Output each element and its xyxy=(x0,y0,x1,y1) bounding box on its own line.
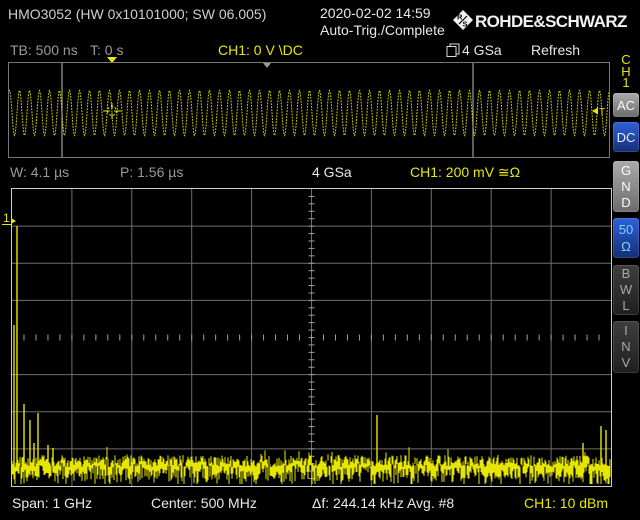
trigger-position-marker-icon xyxy=(107,57,117,63)
sidebar-channel-label: C H 1 xyxy=(621,52,631,90)
zoom-position-label: P: 1.56 µs xyxy=(120,164,184,180)
rs-logo-icon: R S xyxy=(453,10,473,30)
zoom-window-width-label: W: 4.1 µs xyxy=(10,164,70,180)
brand-name: ROHDE&SCHWARZ xyxy=(475,12,627,31)
timebase-label: TB: 500 ns xyxy=(10,42,78,58)
refresh-mode-label: Refresh xyxy=(531,42,581,58)
spectrum-panel xyxy=(11,188,612,487)
impedance-50ohm-button[interactable]: 50 Ω xyxy=(613,218,639,258)
coupling-gnd-button[interactable]: G N D xyxy=(613,161,639,212)
acquisition-status: Auto-Trig./Complete xyxy=(320,22,445,38)
waveform-trace: T xyxy=(9,63,609,157)
channel-level-label: CH1: 10 dBm xyxy=(524,495,609,511)
ref-arrow-icon xyxy=(10,218,16,224)
svg-text:T: T xyxy=(599,107,605,118)
record-center-marker-icon xyxy=(263,63,271,68)
center-frequency-label: Center: 500 MHz xyxy=(151,495,257,511)
rbw-average-label: Δf: 244.14 kHz Avg. #8 xyxy=(312,495,455,511)
span-label: Span: 1 GHz xyxy=(12,495,93,511)
spectrum-trace xyxy=(12,189,611,486)
datetime: 2020-02-02 14:59 xyxy=(320,5,431,21)
trigger-time-label: T: 0 s xyxy=(90,42,124,58)
device-title: HMO3052 (HW 0x10101000; SW 06.005) xyxy=(8,6,267,22)
coupling-dc-button[interactable]: DC xyxy=(613,122,639,152)
trigger-setup-label: CH1: 0 V \DC xyxy=(218,42,303,58)
svg-text:R: R xyxy=(457,13,463,22)
invert-button[interactable]: I N V xyxy=(613,321,639,373)
acquisition-memory-icon xyxy=(446,43,460,57)
bandwidth-limit-button[interactable]: B W L xyxy=(613,265,639,315)
channel-ref-number: 1 xyxy=(2,211,11,225)
channel-scale-label: CH1: 200 mV ≅Ω xyxy=(410,164,521,180)
channel-ref-marker: 1 xyxy=(2,212,16,225)
coupling-ac-button[interactable]: AC xyxy=(613,93,639,117)
sample-rate-label: 4 GSa xyxy=(462,42,502,58)
waveform-overview-panel: T xyxy=(8,62,610,158)
svg-text:S: S xyxy=(463,20,468,29)
sample-rate-label-2: 4 GSa xyxy=(312,164,352,180)
